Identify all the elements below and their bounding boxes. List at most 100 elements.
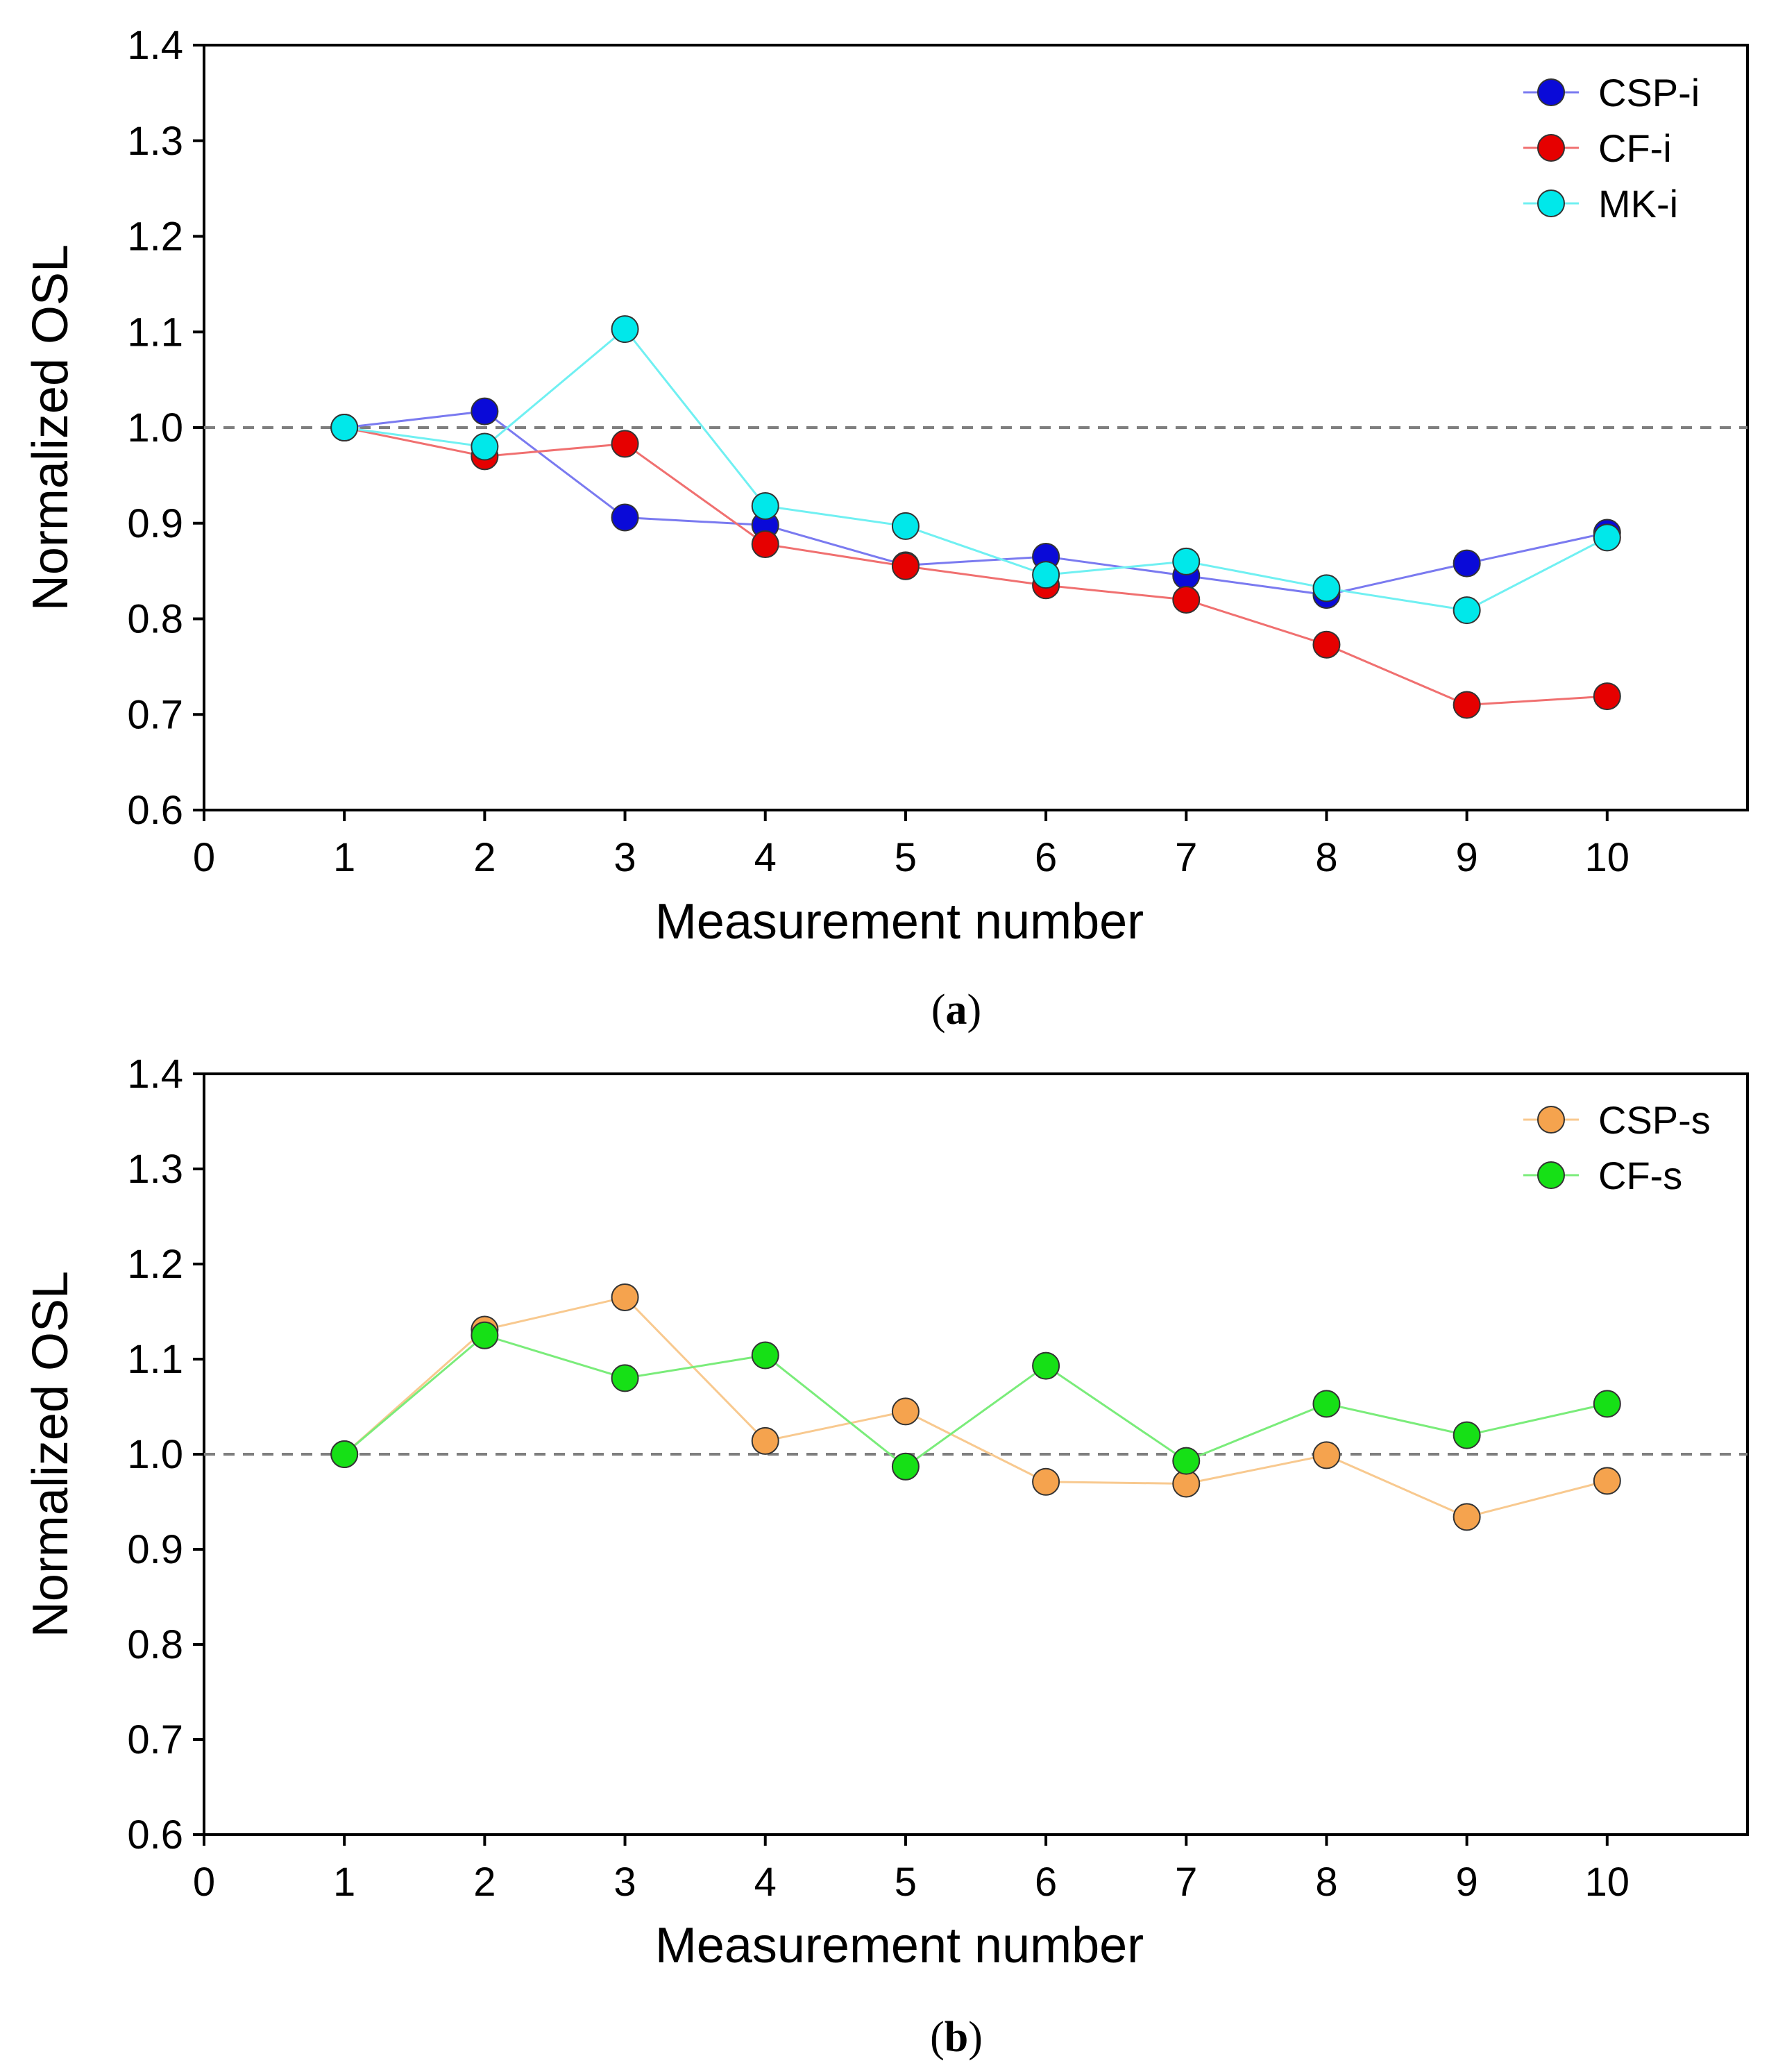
data-point-cf-i (1172, 585, 1201, 614)
x-tick-label: 6 (1035, 1860, 1057, 1905)
data-point-csp-i (611, 503, 639, 532)
data-point-csp-s (1312, 1441, 1341, 1469)
data-point-csp-s (1032, 1467, 1060, 1496)
series-line-cf-i (344, 426, 1607, 706)
y-tick-label: 1.4 (127, 23, 183, 68)
legend-label: CSP-i (1598, 71, 1700, 115)
data-point-mk-i (1172, 547, 1201, 575)
x-tick-label: 6 (1035, 835, 1057, 880)
y-tick-label: 1.3 (127, 119, 183, 164)
data-point-cf-s (1593, 1390, 1621, 1418)
data-point-cf-i (891, 552, 920, 580)
x-tick-label: 7 (1175, 835, 1197, 880)
data-point-mk-i (471, 432, 499, 461)
data-point-mk-i (891, 512, 920, 540)
data-point-cf-i (1593, 682, 1621, 711)
legend-marker (1537, 189, 1565, 217)
series-line-cf-s (344, 1334, 1608, 1468)
data-point-mk-i (330, 414, 359, 441)
data-point-csp-s (891, 1397, 920, 1426)
y-tick-label: 0.9 (127, 1527, 183, 1572)
y-tick-label: 1.1 (127, 1337, 183, 1382)
data-point-mk-i (1032, 561, 1060, 589)
data-point-csp-s (1453, 1503, 1481, 1531)
x-tick-label: 3 (613, 835, 636, 880)
caption-paren-open: ( (930, 2014, 945, 2061)
x-axis-label: Measurement number (655, 1918, 1144, 1973)
x-axis-label: Measurement number (655, 894, 1144, 950)
x-tick-label: 0 (193, 1860, 215, 1905)
x-tick-label: 8 (1315, 1860, 1337, 1905)
panel-caption: (b) (930, 2014, 983, 2061)
series-line-csp-i (344, 410, 1608, 596)
y-tick-label: 0.9 (127, 501, 183, 546)
legend-marker (1537, 78, 1565, 106)
y-tick-label: 1.1 (127, 310, 183, 355)
y-tick-label: 0.7 (127, 1717, 183, 1762)
legend-marker (1537, 1106, 1565, 1134)
data-point-cf-i (1453, 691, 1481, 719)
data-point-mk-i (611, 315, 639, 344)
caption-letter: b (945, 2014, 968, 2061)
y-tick-label: 1.0 (127, 405, 183, 450)
y-tick-label: 1.2 (127, 1242, 183, 1287)
data-point-cf-s (611, 1364, 639, 1392)
chart-panel-a: 0.6 0.7 0.8 0.9 1.0 1.1 1.2 1.3 1.4 0 1 2 3 4 5 6 7 8 9 10 M… (23, 23, 1749, 1034)
x-tick-label: 1 (333, 1860, 355, 1905)
x-tick-label: 10 (1585, 1860, 1630, 1905)
data-point-csp-s (611, 1283, 639, 1311)
x-tick-label: 10 (1585, 835, 1630, 880)
y-axis-label: Normalized OSL (23, 1271, 78, 1637)
data-point-cf-i (1312, 630, 1341, 659)
data-point-cf-s (1312, 1390, 1341, 1418)
legend-label: CF-i (1598, 126, 1672, 170)
y-tick-label: 1.2 (127, 214, 183, 260)
data-point-mk-i (751, 491, 779, 520)
x-tick-label: 9 (1456, 835, 1478, 880)
data-point-cf-s (891, 1452, 920, 1481)
legend-marker (1537, 134, 1565, 162)
y-tick-label: 1.4 (127, 1052, 183, 1097)
series-line-mk-i (344, 327, 1608, 612)
y-tick-label: 0.8 (127, 597, 183, 642)
data-point-cf-s (471, 1321, 499, 1349)
data-point-cf-i (751, 530, 779, 559)
x-tick-label: 2 (473, 835, 496, 880)
x-tick-label: 0 (193, 835, 215, 880)
data-point-csp-i (1453, 549, 1481, 578)
legend-label: CF-s (1598, 1154, 1682, 1197)
legend-label: MK-i (1598, 182, 1678, 226)
x-tick-label: 7 (1175, 1860, 1197, 1905)
data-point-csp-s (751, 1426, 779, 1455)
data-point-csp-i (471, 397, 499, 426)
x-tick-label: 5 (895, 1860, 917, 1905)
caption-paren-close: ) (968, 2014, 983, 2061)
legend-marker (1537, 1161, 1565, 1189)
series-line-csp-s (344, 1296, 1608, 1519)
x-tick-label: 8 (1315, 835, 1337, 880)
data-point-mk-i (1593, 523, 1621, 552)
x-tick-label: 1 (333, 835, 355, 880)
x-tick-label: 3 (613, 1860, 636, 1905)
x-tick-label: 4 (754, 1860, 777, 1905)
data-point-mk-i (1312, 574, 1341, 603)
chart-panel-b: 0.6 0.7 0.8 0.9 1.0 1.1 1.2 1.3 1.4 0 1 2 3 4 5 6 7 8 9 10 M… (23, 1052, 1749, 2061)
x-tick-label: 5 (895, 835, 917, 880)
caption-letter: a (946, 986, 967, 1034)
data-point-cf-i (611, 430, 639, 458)
y-tick-label: 0.8 (127, 1622, 183, 1667)
data-point-cf-s (1032, 1351, 1060, 1380)
y-tick-label: 0.7 (127, 692, 183, 737)
data-point-cf-s (1453, 1421, 1481, 1449)
data-point-cf-s (1172, 1447, 1201, 1475)
data-point-csp-s (1593, 1467, 1621, 1495)
x-tick-label: 2 (473, 1860, 496, 1905)
x-tick-label: 9 (1456, 1860, 1478, 1905)
y-tick-label: 1.3 (127, 1147, 183, 1192)
caption-paren-close: ) (967, 986, 982, 1034)
caption-paren-open: ( (931, 986, 946, 1034)
x-tick-label: 4 (754, 835, 777, 880)
legend-label: CSP-s (1598, 1098, 1711, 1142)
data-point-cf-s (330, 1440, 359, 1468)
